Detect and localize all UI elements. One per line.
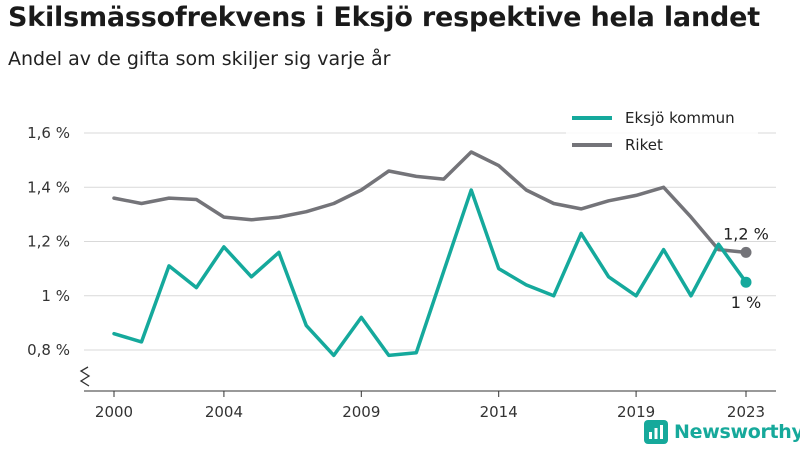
y-tick-label: 1,6 % [27, 124, 70, 142]
x-tick-label: 2019 [617, 403, 655, 421]
y-tick-label: 0,8 % [27, 341, 70, 359]
legend: Eksjö kommun Riket [566, 104, 758, 162]
x-tick-label: 2000 [95, 403, 133, 421]
legend-label: Riket [625, 136, 663, 154]
axis-break-icon [79, 366, 91, 387]
brand-name: Newsworthy [674, 421, 800, 443]
end-labels: 1 % 1,2 % [723, 224, 769, 312]
x-tick-label: 2004 [205, 403, 243, 421]
legend-background [566, 104, 758, 162]
y-axis-ticks: 0,8 % 1 % 1,2 % 1,4 % 1,6 % [27, 124, 70, 359]
chart-title: Skilsmässofrekvens i Eksjö respektive he… [8, 2, 760, 33]
series-lines [112, 150, 752, 358]
chart-subtitle: Andel av de gifta som skiljer sig varje … [8, 48, 391, 70]
x-tick-label: 2014 [480, 403, 518, 421]
end-label-riket: 1,2 % [723, 224, 769, 243]
x-tick-label: 2023 [727, 403, 765, 421]
newsworthy-logo-icon [644, 420, 668, 444]
legend-label: Eksjö kommun [625, 109, 735, 127]
y-tick-label: 1,4 % [27, 178, 70, 196]
series-line-eksjo [112, 188, 748, 358]
brand: Newsworthy [644, 419, 800, 445]
x-tick-label: 2009 [342, 403, 380, 421]
end-point-riket [740, 246, 752, 258]
x-axis [79, 366, 776, 392]
y-tick-label: 1 % [41, 287, 70, 305]
y-tick-label: 1,2 % [27, 233, 70, 251]
end-label-eksjo: 1 % [731, 293, 761, 312]
series-line-riket [112, 150, 748, 255]
end-point-eksjo [740, 276, 752, 288]
x-axis-ticks: 2000 2004 2009 2014 2019 2023 [95, 391, 765, 421]
